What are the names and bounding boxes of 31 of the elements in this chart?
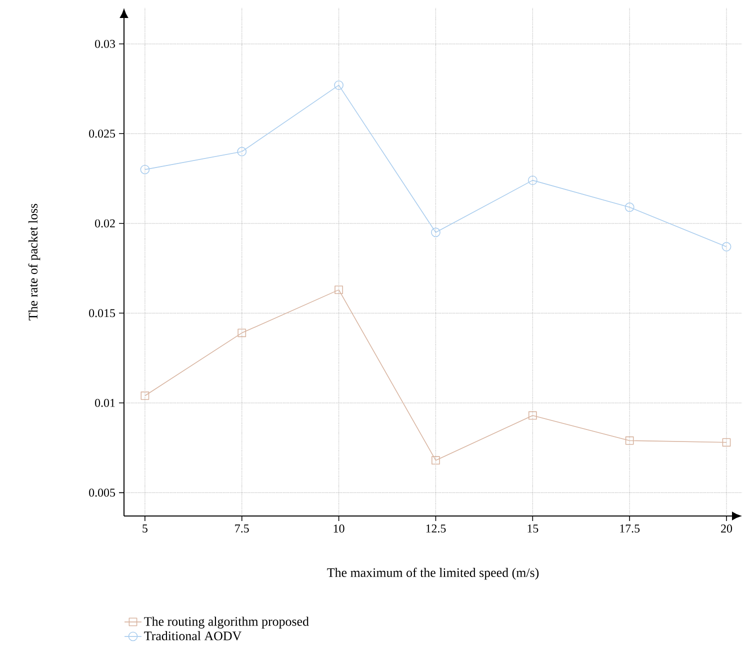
point (528, 411, 537, 420)
x-axis-title: The maximum of the limited speed (m/s) (327, 568, 539, 580)
x-tick-label: 17.5 (620, 524, 640, 533)
point (238, 328, 246, 338)
legend-label: Traditional AODV (144, 631, 242, 640)
x-tick-label: 10 (334, 524, 344, 533)
point (432, 456, 440, 465)
x-tick-label: 12.5 (426, 524, 446, 533)
y-tick-label: 0.02 (95, 219, 115, 228)
point (722, 242, 732, 252)
y-axis-title: The rate of packet loss (28, 204, 40, 320)
point (431, 228, 440, 238)
point (624, 202, 634, 212)
point (625, 436, 634, 445)
y-tick-label: 0.015 (89, 309, 116, 318)
y-tick-label: 0.01 (95, 398, 115, 407)
x-tick-label: 15 (528, 524, 538, 533)
point (140, 164, 150, 174)
y-tick-label: 0.025 (89, 130, 116, 138)
y-tick-label: 0.005 (89, 488, 116, 497)
point (528, 176, 538, 186)
point (140, 392, 150, 400)
point (334, 286, 343, 294)
y-tick-label: 0.03 (95, 40, 116, 48)
x-tick-label: 5 (142, 524, 148, 532)
x-tick-label: 7.5 (235, 524, 249, 533)
point (722, 438, 731, 447)
x-tick-label: 20 (721, 524, 732, 533)
legend-label: The routing algorithm proposed (144, 616, 309, 628)
point (237, 146, 247, 156)
point (334, 80, 344, 90)
